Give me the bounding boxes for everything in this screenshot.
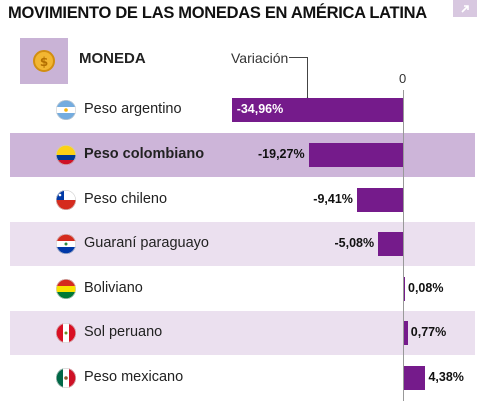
zero-axis-line xyxy=(403,90,404,401)
currency-name: Sol peruano xyxy=(84,324,163,341)
peru-flag-icon xyxy=(56,323,76,344)
currency-row xyxy=(10,132,475,177)
dollar-coin-icon: $ xyxy=(20,38,68,84)
variation-bar xyxy=(308,142,403,167)
currency-name: Peso chileno xyxy=(84,190,168,207)
currency-name: Peso colombiano xyxy=(84,145,205,162)
svg-text:$: $ xyxy=(40,55,48,69)
variation-value-label: 4,38% xyxy=(428,369,464,384)
variation-bar xyxy=(378,232,403,257)
paraguay-flag-icon xyxy=(56,234,76,255)
variation-value-label: -9,41% xyxy=(313,191,353,206)
argentina-flag-icon xyxy=(56,100,76,121)
currency-column-header: MONEDA xyxy=(79,50,146,67)
currency-row xyxy=(10,266,475,310)
variation-bar xyxy=(404,365,426,390)
currency-row xyxy=(10,221,475,266)
currency-row xyxy=(10,311,475,355)
variation-value-label: -34,96% xyxy=(236,102,284,117)
currency-name: Peso argentino xyxy=(84,101,182,118)
variation-bar xyxy=(404,321,408,346)
currency-name: Guaraní paraguayo xyxy=(84,235,209,252)
variation-value-label: 0,08% xyxy=(408,280,444,295)
currency-name: Peso mexicano xyxy=(84,368,184,385)
bolivia-flag-icon xyxy=(56,278,76,299)
chart-title: MOVIMIENTO DE LAS MONEDAS EN AMÉRICA LAT… xyxy=(8,4,427,22)
currency-name: Boliviano xyxy=(84,279,143,296)
variation-value-label: -5,08% xyxy=(334,236,375,251)
variation-bar xyxy=(356,187,403,212)
variation-bar xyxy=(231,98,403,123)
chile-flag-icon xyxy=(56,189,76,210)
variation-value-label: 0,77% xyxy=(410,325,447,340)
colombia-flag-icon xyxy=(56,144,76,165)
currency-row xyxy=(10,177,475,221)
expand-icon[interactable] xyxy=(453,0,477,17)
variation-value-label: -19,27% xyxy=(258,146,305,161)
zero-axis-label: 0 xyxy=(399,71,407,86)
mexico-flag-icon xyxy=(56,367,76,388)
variation-label: Variación xyxy=(231,50,289,66)
variation-bar xyxy=(404,276,405,301)
